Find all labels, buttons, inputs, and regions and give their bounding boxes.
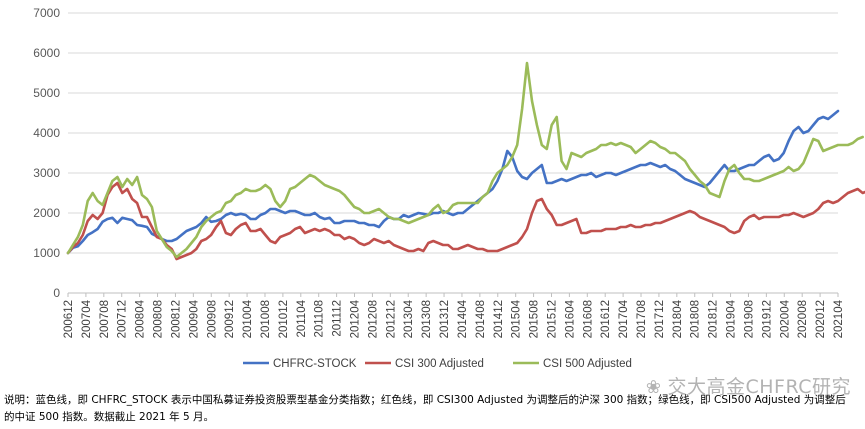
legend: CHFRC-STOCK CSI 300 Adjusted CSI 500 Adjus… — [243, 358, 632, 370]
series-line-chfrc-stock — [66, 109, 840, 255]
x-tick-label: 201704 — [618, 299, 630, 338]
x-tick-label: 201104 — [296, 299, 308, 337]
x-tick-label: 200908 — [206, 300, 218, 338]
x-tick-label: 201512 — [546, 300, 558, 338]
x-tick-label: 200904 — [188, 299, 200, 338]
x-tick-label: 201008 — [260, 300, 272, 338]
x-tick-label: 201108 — [314, 300, 326, 338]
x-tick-label: 201508 — [529, 300, 541, 338]
x-tick-label: 200708 — [99, 300, 111, 338]
y-tick-label: 6000 — [33, 46, 60, 60]
x-tick-label: 200812 — [170, 300, 182, 338]
x-tick-label: 200704 — [81, 299, 93, 338]
x-tick-label: 201604 — [564, 299, 576, 338]
x-tick-label: 201812 — [708, 300, 720, 338]
series-lines — [66, 61, 865, 261]
x-tick-label: 200912 — [224, 300, 236, 338]
x-tick-label: 200804 — [135, 299, 147, 338]
x-tick-label: 202008 — [797, 300, 809, 338]
x-tick-label: 201712 — [654, 300, 666, 338]
x-tick-label: 201608 — [582, 300, 594, 338]
x-tick-label: 201304 — [403, 299, 415, 338]
y-tick-label: 4000 — [33, 126, 60, 140]
x-tick-label: 200612 — [63, 300, 75, 338]
watermark-text: 交大高金CHFRC研究 — [667, 376, 851, 398]
x-axis: 200612 200704 200708 200712 200804 200808 2008… — [63, 293, 845, 338]
x-tick-label: 201308 — [421, 300, 433, 338]
y-tick-label: 5000 — [33, 86, 60, 100]
y-tick-label: 1000 — [33, 246, 60, 260]
x-tick-label: 201912 — [761, 300, 773, 338]
series-line-csi-300-adjusted — [66, 181, 865, 261]
x-tick-label: 201804 — [672, 299, 684, 338]
y-tick-label: 3000 — [33, 166, 60, 180]
x-tick-label: 201408 — [475, 300, 487, 338]
y-tick-label: 0 — [53, 286, 60, 300]
gridlines — [68, 12, 838, 294]
watermark: ❀ 交大高金CHFRC研究 — [646, 372, 851, 399]
x-tick-label: 201404 — [457, 299, 469, 338]
wechat-icon: ❀ — [645, 377, 662, 398]
x-tick-label: 201208 — [367, 300, 379, 338]
x-tick-label: 201412 — [493, 300, 505, 338]
x-tick-label: 201312 — [439, 300, 451, 338]
x-tick-label: 201708 — [636, 300, 648, 338]
y-tick-label: 2000 — [33, 206, 60, 220]
x-tick-label: 200712 — [117, 300, 129, 338]
x-tick-label: 201212 — [385, 300, 397, 338]
x-tick-label: 201808 — [690, 300, 702, 338]
line-chart: 0 1000 2000 3000 4000 5000 6000 7000 200612 2007… — [33, 6, 865, 370]
x-tick-label: 201004 — [242, 299, 254, 338]
x-tick-label: 200808 — [153, 300, 165, 338]
y-tick-label: 7000 — [33, 6, 60, 20]
x-tick-label: 201504 — [511, 299, 523, 338]
x-tick-label: 202004 — [779, 299, 791, 338]
legend-label-csi-300-adjusted: CSI 300 Adjusted — [395, 358, 484, 370]
footnote: 说明：蓝色线，即 CHFRC_STOCK 表示中国私募证券投资股票型基金分类指数… — [4, 394, 846, 423]
x-tick-label: 201904 — [726, 299, 738, 338]
y-axis: 0 1000 2000 3000 4000 5000 6000 7000 — [33, 6, 60, 300]
x-tick-label: 201908 — [743, 300, 755, 338]
x-tick-label: 201112 — [332, 300, 344, 337]
x-tick-label: 202104 — [833, 299, 845, 338]
x-tick-label: 201204 — [350, 299, 362, 338]
legend-label-chfrc-stock: CHFRC-STOCK — [273, 358, 357, 370]
x-tick-label: 202012 — [815, 300, 827, 338]
legend-label-csi-500-adjusted: CSI 500 Adjusted — [543, 358, 632, 370]
series-line-csi-500-adjusted — [66, 61, 865, 259]
x-tick-label: 201012 — [278, 300, 290, 338]
x-tick-label: 201612 — [600, 300, 612, 338]
